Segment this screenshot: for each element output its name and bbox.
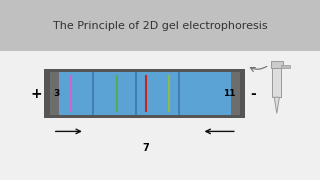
Bar: [179, 72, 231, 115]
Text: The Principle of 2D gel electrophoresis: The Principle of 2D gel electrophoresis: [53, 21, 267, 31]
Bar: [231, 72, 240, 115]
Bar: [44, 69, 245, 118]
Text: -: -: [250, 87, 256, 101]
Text: +: +: [31, 87, 42, 101]
Bar: [271, 61, 283, 68]
Text: 3: 3: [54, 89, 60, 98]
Text: 7: 7: [142, 143, 149, 153]
Bar: [281, 65, 290, 68]
Bar: [59, 72, 93, 115]
Bar: [50, 72, 59, 115]
Bar: [136, 72, 179, 115]
Bar: [93, 72, 136, 115]
Bar: [0, 0, 320, 51]
Text: 11: 11: [223, 89, 236, 98]
Bar: [0, 51, 320, 180]
Bar: [272, 68, 281, 97]
Polygon shape: [274, 97, 279, 113]
